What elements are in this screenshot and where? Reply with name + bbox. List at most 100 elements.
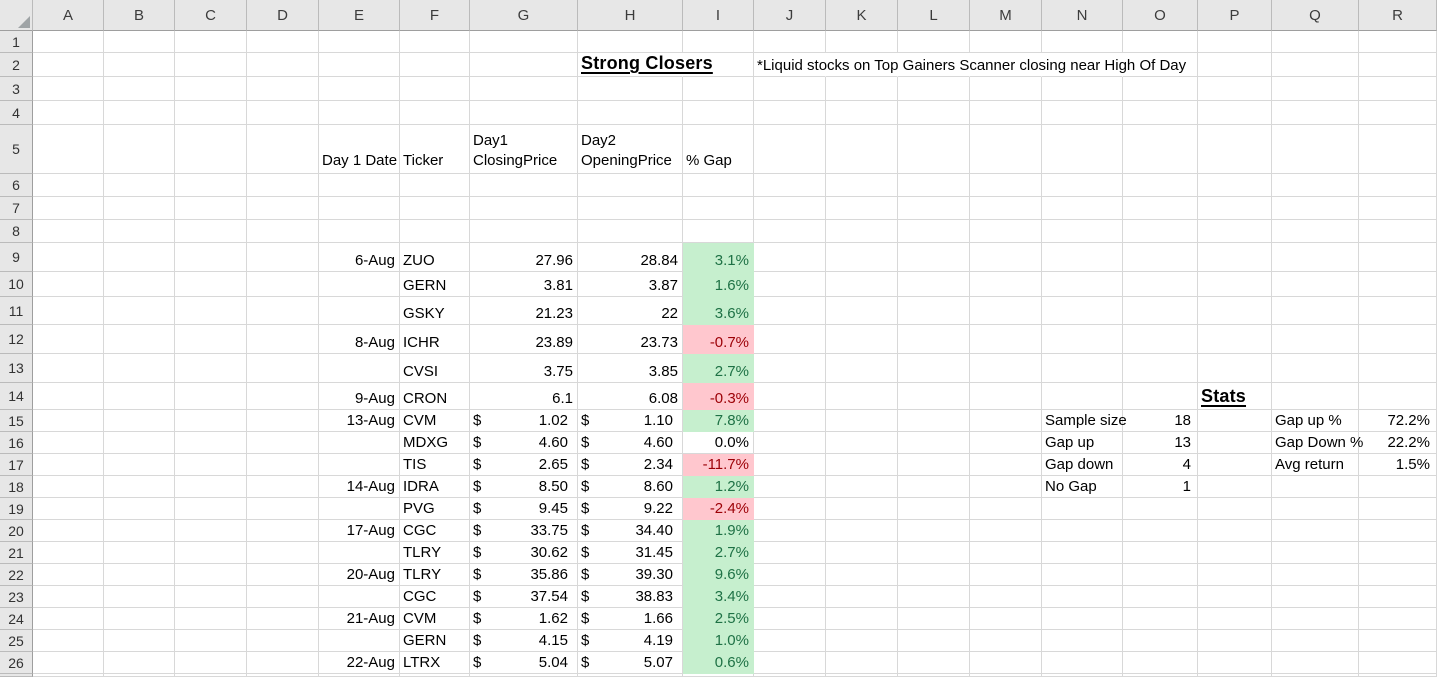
column-header-G[interactable]: G [470, 0, 578, 31]
row-header-7[interactable]: 7 [0, 197, 33, 220]
cell-M22[interactable] [970, 564, 1042, 586]
cell-P10[interactable] [1198, 272, 1272, 297]
cell-K6[interactable] [826, 174, 898, 197]
cell-A25[interactable] [33, 630, 104, 652]
cell-D7[interactable] [247, 197, 319, 220]
gap-cell-25[interactable]: 1.0% [683, 630, 754, 652]
column-header-I[interactable]: I [683, 0, 754, 31]
cell-K26[interactable] [826, 652, 898, 674]
cell-F7[interactable] [400, 197, 470, 220]
cell-E6[interactable] [319, 174, 400, 197]
cell-O14[interactable] [1123, 383, 1198, 410]
cell-Q22[interactable] [1272, 564, 1359, 586]
cell-E10[interactable] [319, 272, 400, 297]
cell-N13[interactable] [1042, 354, 1123, 383]
cell-P4[interactable] [1198, 101, 1272, 125]
cell-F8[interactable] [400, 220, 470, 243]
cell-Q24[interactable] [1272, 608, 1359, 630]
cell-K12[interactable] [826, 325, 898, 354]
cell-K16[interactable] [826, 432, 898, 454]
cell-M7[interactable] [970, 197, 1042, 220]
row-header-24[interactable]: 24 [0, 608, 33, 630]
select-all-corner[interactable] [0, 0, 33, 31]
row-header-26[interactable]: 26 [0, 652, 33, 674]
stat-label-sample-size[interactable]: Sample size [1042, 410, 1127, 432]
cell-H20[interactable]: $34.40 [578, 520, 683, 542]
cell-R11[interactable] [1359, 297, 1437, 325]
cell-F20[interactable]: CGC [400, 520, 470, 542]
cell-M25[interactable] [970, 630, 1042, 652]
cell-K23[interactable] [826, 586, 898, 608]
cell-J18[interactable] [754, 476, 826, 498]
cell-N22[interactable] [1042, 564, 1123, 586]
cell-J24[interactable] [754, 608, 826, 630]
cell-E15[interactable]: 13-Aug [319, 410, 400, 432]
cell-D3[interactable] [247, 77, 319, 101]
cell-K3[interactable] [826, 77, 898, 101]
gap-cell-13[interactable]: 2.7% [683, 354, 754, 383]
cell-B10[interactable] [104, 272, 175, 297]
cell-B9[interactable] [104, 243, 175, 272]
cell-A6[interactable] [33, 174, 104, 197]
cell-B2[interactable] [104, 53, 175, 77]
cell-K22[interactable] [826, 564, 898, 586]
cell-C3[interactable] [175, 77, 247, 101]
header-pct-gap[interactable]: % Gap [683, 125, 754, 174]
column-header-L[interactable]: L [898, 0, 970, 31]
cell-B6[interactable] [104, 174, 175, 197]
cell-R23[interactable] [1359, 586, 1437, 608]
gap-cell-12[interactable]: -0.7% [683, 325, 754, 354]
cell-D1[interactable] [247, 31, 319, 53]
cell-J15[interactable] [754, 410, 826, 432]
cell-C9[interactable] [175, 243, 247, 272]
cell-D15[interactable] [247, 410, 319, 432]
cell-B16[interactable] [104, 432, 175, 454]
cell-K15[interactable] [826, 410, 898, 432]
cell-J5[interactable] [754, 125, 826, 174]
cell-E18[interactable]: 14-Aug [319, 476, 400, 498]
cell-D11[interactable] [247, 297, 319, 325]
cell-K10[interactable] [826, 272, 898, 297]
cell-H8[interactable] [578, 220, 683, 243]
cell-P9[interactable] [1198, 243, 1272, 272]
cell-A4[interactable] [33, 101, 104, 125]
cell-C19[interactable] [175, 498, 247, 520]
cell-R20[interactable] [1359, 520, 1437, 542]
cell-P13[interactable] [1198, 354, 1272, 383]
cell-D23[interactable] [247, 586, 319, 608]
cell-Q13[interactable] [1272, 354, 1359, 383]
cell-A12[interactable] [33, 325, 104, 354]
column-header-C[interactable]: C [175, 0, 247, 31]
cell-H14[interactable]: 6.08 [578, 383, 683, 410]
cell-O10[interactable] [1123, 272, 1198, 297]
cell-Q9[interactable] [1272, 243, 1359, 272]
stat-value-gap-down[interactable]: 4 [1123, 454, 1198, 476]
cell-L21[interactable] [898, 542, 970, 564]
cell-M6[interactable] [970, 174, 1042, 197]
cell-H15[interactable]: $1.10 [578, 410, 683, 432]
cell-A21[interactable] [33, 542, 104, 564]
cell-C18[interactable] [175, 476, 247, 498]
gap-cell-22[interactable]: 9.6% [683, 564, 754, 586]
stat-label-gap-up[interactable]: Gap up % [1272, 410, 1359, 432]
cell-N1[interactable] [1042, 31, 1123, 53]
cell-O8[interactable] [1123, 220, 1198, 243]
cell-L18[interactable] [898, 476, 970, 498]
cell-A8[interactable] [33, 220, 104, 243]
cell-L5[interactable] [898, 125, 970, 174]
cell-Q26[interactable] [1272, 652, 1359, 674]
cell-J26[interactable] [754, 652, 826, 674]
column-header-O[interactable]: O [1123, 0, 1198, 31]
cell-M26[interactable] [970, 652, 1042, 674]
cell-K8[interactable] [826, 220, 898, 243]
stat-label-gap-down[interactable]: Gap down [1042, 454, 1123, 476]
cell-L14[interactable] [898, 383, 970, 410]
cell-G23[interactable]: $37.54 [470, 586, 578, 608]
cell-J22[interactable] [754, 564, 826, 586]
cell-P17[interactable] [1198, 454, 1272, 476]
cell-C1[interactable] [175, 31, 247, 53]
cell-E26[interactable]: 22-Aug [319, 652, 400, 674]
cell-N11[interactable] [1042, 297, 1123, 325]
cell-D19[interactable] [247, 498, 319, 520]
cell-C7[interactable] [175, 197, 247, 220]
